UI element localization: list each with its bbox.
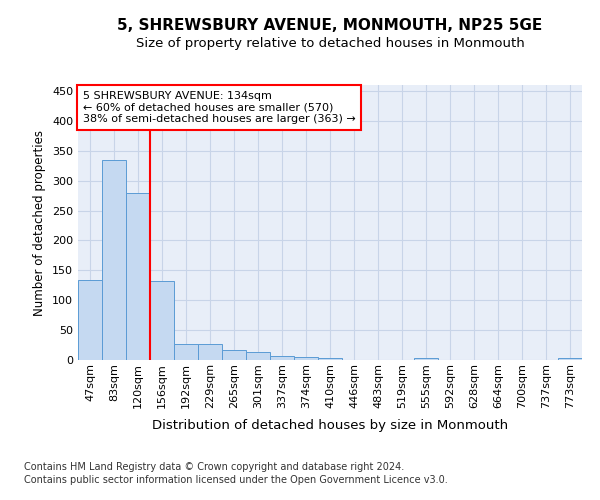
Bar xyxy=(126,192,150,360)
Bar xyxy=(414,358,438,360)
Bar xyxy=(222,350,246,360)
Bar xyxy=(174,344,198,360)
Text: 5, SHREWSBURY AVENUE, MONMOUTH, NP25 5GE: 5, SHREWSBURY AVENUE, MONMOUTH, NP25 5GE xyxy=(118,18,542,32)
Bar xyxy=(78,280,102,360)
Text: Contains public sector information licensed under the Open Government Licence v3: Contains public sector information licen… xyxy=(24,475,448,485)
Bar xyxy=(150,281,174,360)
Text: Size of property relative to detached houses in Monmouth: Size of property relative to detached ho… xyxy=(136,38,524,51)
Bar xyxy=(246,352,270,360)
Text: 5 SHREWSBURY AVENUE: 134sqm
← 60% of detached houses are smaller (570)
38% of se: 5 SHREWSBURY AVENUE: 134sqm ← 60% of det… xyxy=(83,91,356,124)
Bar xyxy=(294,357,318,360)
Bar xyxy=(558,358,582,360)
X-axis label: Distribution of detached houses by size in Monmouth: Distribution of detached houses by size … xyxy=(152,419,508,432)
Bar xyxy=(198,344,222,360)
Bar xyxy=(318,358,342,360)
Text: Contains HM Land Registry data © Crown copyright and database right 2024.: Contains HM Land Registry data © Crown c… xyxy=(24,462,404,472)
Bar xyxy=(270,356,294,360)
Bar xyxy=(102,160,126,360)
Y-axis label: Number of detached properties: Number of detached properties xyxy=(34,130,46,316)
